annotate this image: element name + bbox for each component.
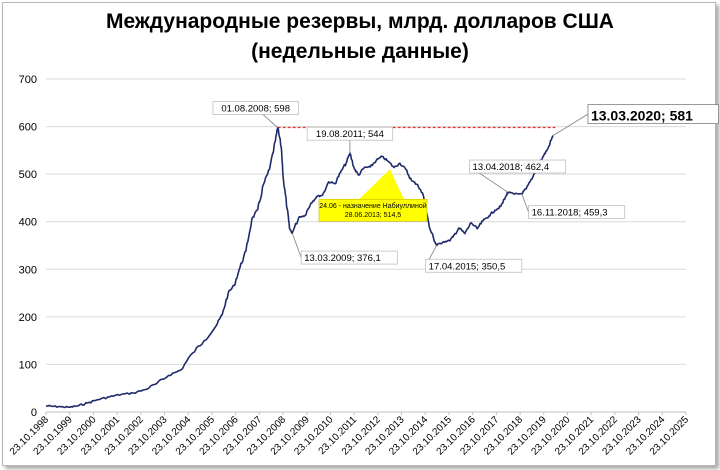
callout-line2: 28.06.2013; 514,5 <box>345 212 402 219</box>
annotation-label: 01.08.2008; 598 <box>221 104 290 115</box>
callout-pointer <box>358 169 404 200</box>
annotation-box <box>425 258 523 273</box>
callout-box <box>318 198 428 222</box>
annotation-box <box>469 159 567 174</box>
annotation-label: 13.03.2009; 376,1 <box>304 253 381 264</box>
annotation-box <box>587 104 719 125</box>
annotation-box <box>306 126 394 141</box>
y-tick-label: 0 <box>31 407 37 419</box>
callout-line1: 24.06 - назначение Набиуллиной <box>319 202 426 210</box>
annotation-label: 13.04.2018; 462,4 <box>473 162 550 173</box>
y-tick-label: 400 <box>19 217 37 229</box>
y-tick-label: 200 <box>19 312 37 324</box>
annotation-box <box>212 101 299 115</box>
annotation-label: 17.04.2015; 350,5 <box>429 261 506 272</box>
annotation-leader <box>552 113 589 136</box>
chart-title: Международные резервы, млрд. долларов СШ… <box>106 10 614 33</box>
y-tick-label: 500 <box>19 169 37 181</box>
annotation-label: 13.03.2020; 581 <box>591 108 693 124</box>
chart-subtitle: (недельные данные) <box>251 40 469 63</box>
y-tick-label: 100 <box>19 359 37 371</box>
annotation-box <box>300 250 398 265</box>
series-line <box>45 126 554 409</box>
annotation-label: 16.11.2018; 459,3 <box>532 208 608 219</box>
annotation-leader <box>521 193 529 213</box>
annotation-label: 19.08.2011; 544 <box>316 129 384 140</box>
annotation-leader <box>291 232 302 258</box>
annotation-box <box>528 205 626 219</box>
y-tick-label: 700 <box>19 74 37 86</box>
y-tick-label: 600 <box>19 122 37 134</box>
y-tick-label: 300 <box>19 264 37 276</box>
